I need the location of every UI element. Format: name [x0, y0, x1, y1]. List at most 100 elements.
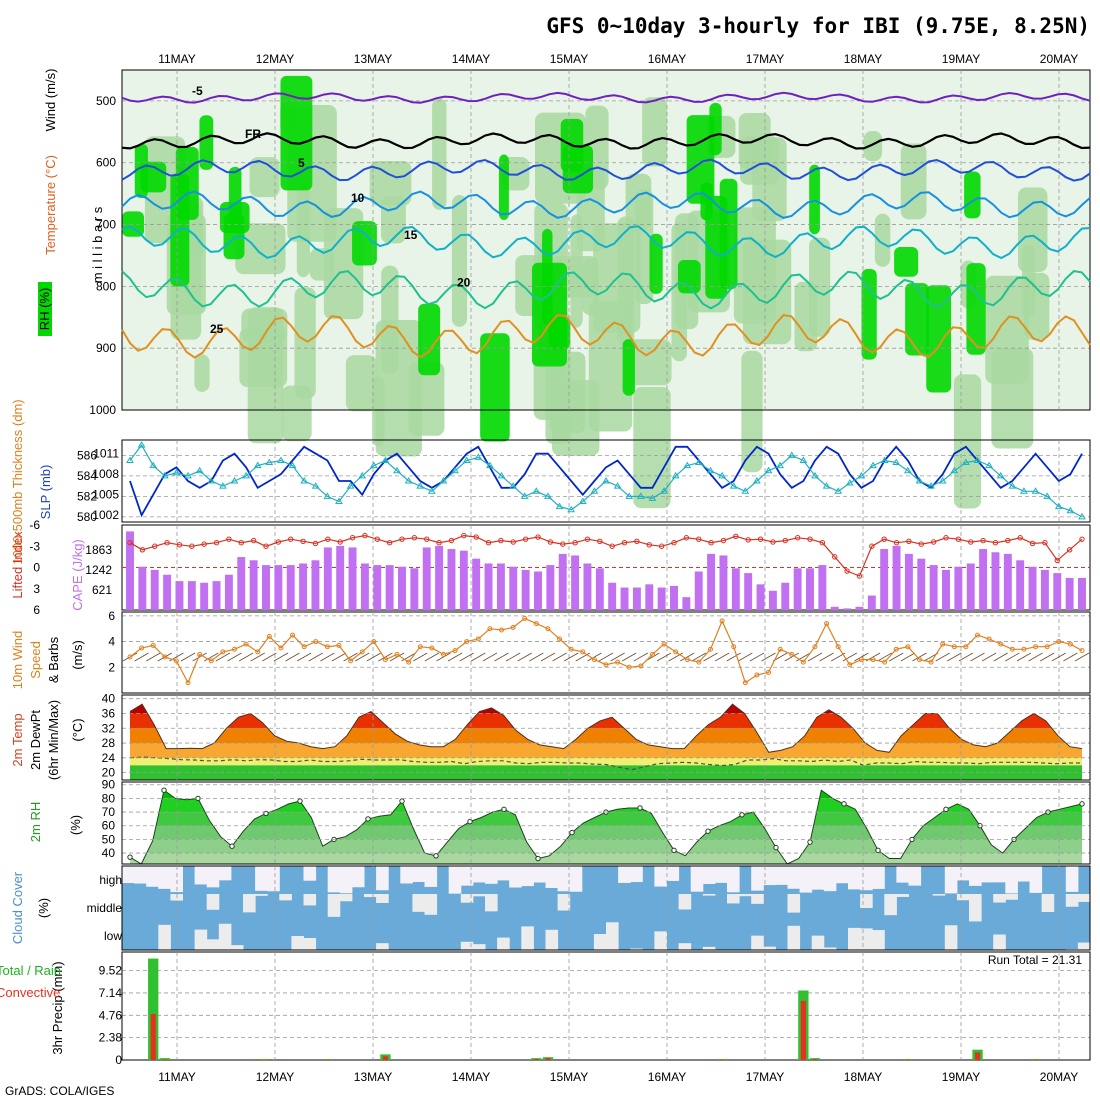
thickness-point [857, 471, 866, 479]
rh-legend-swatch [38, 282, 52, 336]
cloud-mid-gap [1041, 894, 1055, 913]
cape-bar [484, 563, 493, 610]
cloud-low-gap [811, 935, 825, 950]
precip-legend-conv: Convective [0, 985, 60, 1000]
cape-bar [657, 587, 666, 610]
wind-speed-point [150, 642, 156, 648]
lifted-point [646, 542, 652, 548]
cape-bar [274, 565, 283, 610]
lifted-point [560, 541, 566, 547]
thickness-point [253, 461, 262, 469]
lifted-point [832, 554, 838, 560]
bottom-date-label: 18MAY [844, 1070, 882, 1084]
wind-speed-point [301, 644, 307, 650]
wind-speed-point [998, 641, 1004, 647]
wind10m-ylabel-d: (m/s) [70, 640, 85, 670]
wind-barb [680, 652, 695, 662]
cloud-low-gap [291, 936, 304, 950]
lifted-point [510, 539, 516, 545]
lifted-point [1042, 540, 1048, 546]
rh-moist-region [551, 380, 600, 456]
wind-speed-point [348, 658, 354, 664]
wind-speed-point [800, 659, 806, 665]
top-date-label: 14MAY [452, 52, 490, 66]
rh-moist-region [625, 173, 652, 230]
cloud-low-gap [654, 931, 667, 950]
lifted-point [411, 535, 418, 541]
lifted-point [300, 538, 306, 544]
thickness-point [1054, 502, 1063, 510]
precip-frame [121, 951, 1091, 1061]
cloud-low-gap [751, 935, 764, 950]
lifted-point [189, 543, 195, 549]
rh-saturated-region [677, 260, 701, 294]
cloud-high-gap [400, 866, 413, 884]
wind-barb [192, 652, 207, 662]
rh-moist-region [739, 136, 780, 185]
wind-speed-point [742, 680, 748, 686]
cloud-high-gap [690, 866, 704, 892]
cape-bar [546, 565, 555, 610]
lifted-point [522, 536, 529, 542]
cloud-high-gap [497, 866, 510, 881]
wind-barb [947, 652, 962, 662]
cape-bar [595, 568, 604, 610]
wind-barb [366, 652, 382, 662]
wind-barb [354, 652, 370, 662]
cloud-mid-gap [787, 894, 801, 913]
lifted-point [658, 543, 665, 549]
lifted-point [238, 540, 244, 546]
cloud-mid-gap [739, 894, 752, 897]
cape-bar [756, 584, 765, 610]
cloud-low-gap [194, 929, 208, 950]
isotherm-line [121, 225, 1091, 260]
wind-speed-point [777, 646, 783, 652]
cape-bar [1053, 573, 1062, 610]
cloud-low-gap [1077, 942, 1091, 950]
cloud-mid-gap [1065, 894, 1079, 907]
cape-bar [237, 557, 246, 610]
rh-point [943, 806, 949, 813]
wind-speed-point [580, 649, 586, 655]
wind-speed-point [975, 632, 981, 638]
cloud-high-gap [1005, 866, 1018, 894]
rh-moist-region [588, 300, 633, 432]
wind-speed-point [220, 649, 226, 655]
thickness-point [335, 497, 343, 504]
cape-bar [447, 549, 456, 610]
wind-barb [250, 652, 265, 662]
cloud-mid-gap [243, 894, 256, 913]
cape-bar [373, 565, 382, 610]
cloud-high-gap [630, 866, 643, 883]
lifted-point [584, 536, 591, 542]
cloud-high-gap [134, 866, 147, 884]
rh-saturated-region [280, 75, 313, 191]
lifted-point [349, 535, 356, 541]
wind-speed-point [893, 646, 899, 652]
lifted-point [794, 535, 801, 541]
thickness-point [172, 468, 181, 476]
lifted-point [1079, 536, 1085, 542]
wind-speed-point [499, 627, 505, 633]
thickness-point [1043, 492, 1052, 499]
wind-speed-point [382, 657, 388, 663]
precip-tick-label: 0 [115, 1053, 122, 1067]
wind-barb [1063, 652, 1078, 662]
cloud-low-gap [860, 928, 873, 950]
thickness-point [880, 456, 889, 463]
thickness-point [892, 458, 901, 466]
lifted-tick-label: 0 [33, 561, 40, 575]
rh-point [637, 805, 643, 811]
isotherm-label: FR [245, 127, 261, 141]
thickness-point [869, 461, 877, 469]
temp-band [130, 713, 1082, 729]
thickness-point [741, 487, 750, 494]
lifted-tick-label: 6 [33, 603, 40, 617]
bottom-date-label: 20MAY [1040, 1070, 1078, 1084]
thickness-point [753, 477, 761, 484]
wind-speed-point [626, 664, 632, 670]
cape-bar [1040, 569, 1049, 610]
rh-point [773, 844, 779, 851]
upper-air-frame [121, 69, 1091, 411]
upper-air-ylabel: m i l l i b a r s [90, 206, 105, 283]
